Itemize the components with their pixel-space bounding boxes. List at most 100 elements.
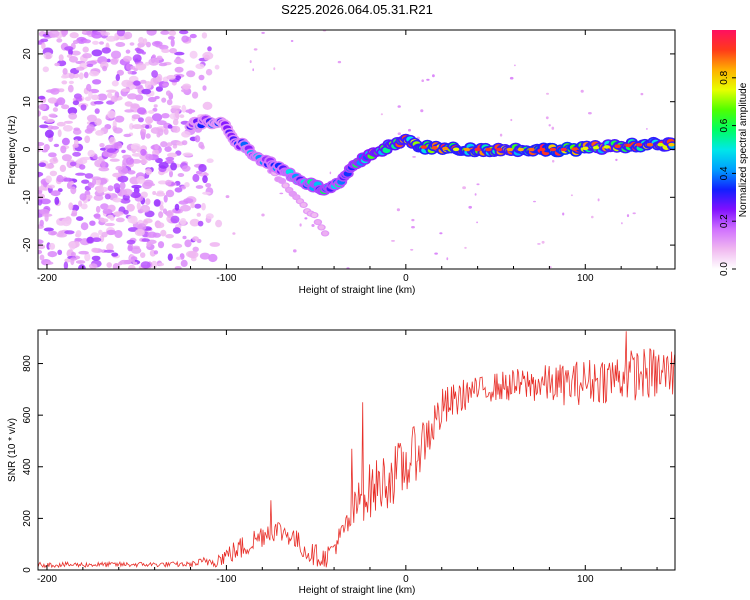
noise-speckle	[205, 68, 213, 76]
noise-speckle	[509, 76, 514, 80]
noise-speckle	[64, 46, 74, 51]
noise-speckle	[279, 192, 284, 195]
noise-speckle	[145, 133, 151, 139]
noise-speckle	[117, 175, 129, 183]
branch-trace-core	[297, 199, 303, 204]
noise-speckle	[197, 220, 204, 227]
colorbar-gradient	[712, 30, 736, 269]
noise-speckle	[207, 46, 212, 52]
signal-hotspot	[420, 145, 427, 149]
noise-speckle	[99, 41, 104, 45]
noise-speckle	[89, 70, 100, 77]
noise-speckle	[48, 152, 57, 158]
noise-speckle	[165, 179, 172, 186]
noise-speckle	[40, 38, 49, 43]
noise-speckle	[426, 78, 430, 81]
noise-speckle	[174, 187, 183, 193]
noise-speckle	[141, 88, 152, 95]
noise-speckle	[130, 143, 141, 150]
noise-speckle	[198, 74, 205, 81]
noise-speckle	[179, 218, 187, 226]
noise-speckle	[187, 251, 199, 259]
noise-speckle	[42, 66, 49, 73]
noise-speckle	[80, 203, 88, 210]
noise-speckle	[62, 125, 73, 132]
noise-speckle	[86, 124, 95, 132]
noise-speckle	[439, 232, 443, 235]
noise-speckle	[167, 152, 178, 158]
noise-speckle	[103, 249, 115, 253]
noise-speckle	[61, 137, 70, 146]
noise-speckle	[56, 97, 66, 106]
signal-hotspot	[560, 147, 567, 152]
noise-speckle	[116, 69, 124, 76]
noise-speckle	[111, 252, 119, 257]
noise-speckle	[126, 239, 136, 245]
noise-speckle	[50, 125, 60, 130]
noise-speckle	[125, 49, 131, 54]
noise-speckle	[57, 129, 62, 138]
noise-speckle	[113, 141, 123, 150]
noise-speckle	[161, 97, 167, 103]
spectrogram-layer	[38, 30, 675, 269]
noise-speckle	[311, 224, 315, 227]
snr-y-tick-label: 0	[22, 567, 33, 573]
noise-speckle	[109, 158, 120, 162]
noise-speckle	[148, 58, 160, 66]
snr-y-tick-label: 400	[22, 458, 33, 475]
noise-speckle	[104, 222, 115, 227]
snr-y-label: SNR (10 * v/v)	[7, 418, 18, 482]
noise-speckle	[205, 213, 214, 220]
noise-speckle	[109, 216, 115, 221]
noise-speckle	[194, 135, 201, 143]
noise-speckle	[155, 222, 165, 229]
noise-speckle	[104, 193, 111, 200]
noise-speckle	[180, 185, 187, 190]
noise-speckle	[91, 255, 101, 261]
noise-speckle	[177, 173, 185, 177]
noise-speckle	[91, 49, 103, 57]
noise-speckle	[61, 30, 69, 36]
noise-speckle	[48, 113, 57, 118]
noise-speckle	[140, 159, 148, 165]
branch-trace-core	[300, 202, 307, 207]
noise-speckle	[261, 31, 265, 34]
noise-speckle	[124, 109, 134, 113]
noise-speckle	[69, 180, 74, 185]
noise-speckle	[39, 254, 45, 261]
noise-speckle	[92, 79, 102, 85]
noise-speckle	[432, 74, 435, 78]
noise-speckle	[127, 245, 133, 252]
branch-trace-core	[279, 178, 285, 183]
noise-speckle	[196, 212, 201, 217]
noise-speckle	[145, 198, 151, 206]
noise-speckle	[156, 132, 161, 138]
noise-speckle	[110, 50, 122, 59]
noise-speckle	[56, 232, 68, 238]
noise-speckle	[126, 203, 135, 212]
noise-speckle	[127, 170, 136, 175]
noise-speckle	[499, 133, 503, 137]
noise-speckle	[129, 123, 134, 130]
snr-x-tick-label: -100	[216, 574, 236, 585]
noise-speckle	[96, 185, 104, 194]
noise-speckle	[38, 198, 43, 206]
noise-speckle	[161, 48, 170, 54]
noise-speckle	[189, 33, 197, 39]
noise-speckle	[182, 83, 192, 90]
noise-speckle	[91, 176, 102, 181]
signal-hotspot	[452, 147, 460, 152]
noise-speckle	[126, 63, 131, 70]
noise-speckle	[192, 246, 199, 252]
noise-speckle	[189, 218, 200, 227]
signal-hotspot	[582, 146, 589, 151]
noise-speckle	[136, 175, 146, 184]
noise-speckle	[64, 258, 72, 263]
spectrogram-x-tick-label: 100	[577, 273, 594, 284]
noise-speckle	[178, 200, 189, 205]
snr-x-tick-label: 0	[403, 574, 409, 585]
noise-speckle	[39, 208, 50, 215]
noise-speckle	[174, 266, 182, 269]
noise-speckle	[151, 113, 163, 122]
noise-speckle	[98, 167, 110, 172]
